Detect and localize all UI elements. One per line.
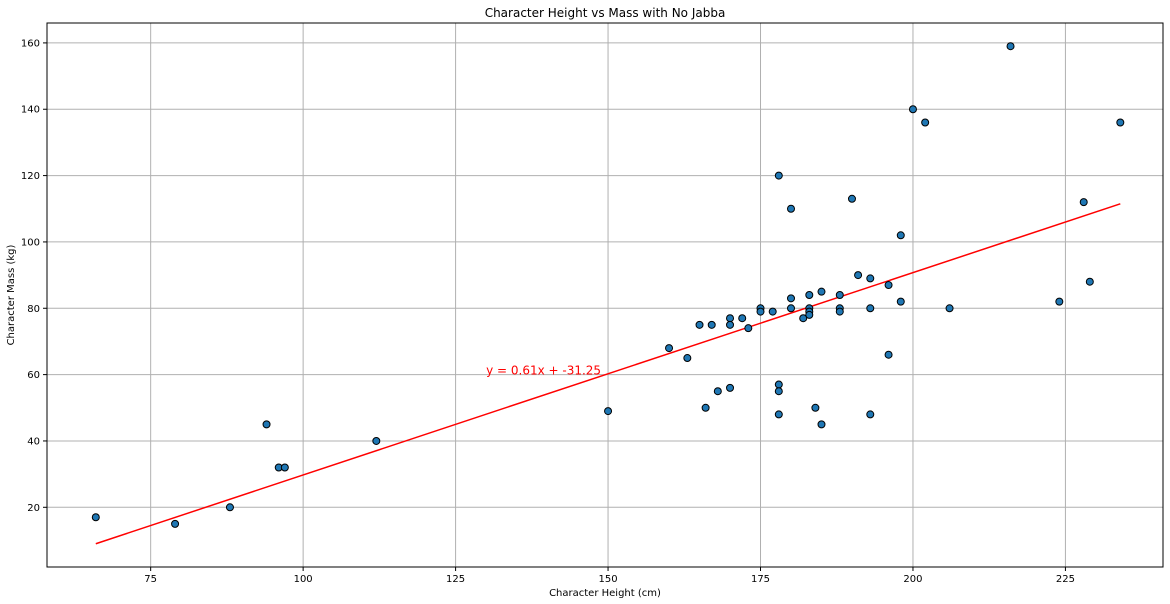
data-point: [884, 350, 893, 359]
data-point: [665, 344, 674, 353]
data-point: [756, 307, 765, 316]
data-point: [866, 410, 875, 419]
data-point: [1006, 42, 1015, 51]
y-tick-label: 60: [27, 370, 40, 381]
data-point: [787, 204, 795, 213]
data-point: [604, 407, 613, 416]
data-point: [805, 310, 814, 319]
data-point: [91, 513, 100, 522]
data-point: [707, 320, 716, 329]
data-point: [701, 403, 710, 412]
y-tick-label: 140: [21, 105, 40, 116]
data-point: [695, 320, 704, 329]
data-point: [774, 380, 783, 389]
data-point: [225, 503, 234, 512]
data-point: [921, 118, 930, 127]
x-tick-label: 75: [144, 574, 157, 585]
data-point: [774, 410, 783, 419]
y-tick-label: 120: [21, 171, 40, 182]
regression-layer: [95, 203, 1121, 545]
x-tick-label: 200: [903, 574, 922, 585]
data-point: [744, 324, 753, 333]
data-point: [1079, 198, 1088, 207]
data-point: [866, 304, 875, 313]
data-point: [787, 294, 795, 303]
data-point: [854, 271, 863, 280]
points-layer: [91, 42, 1125, 528]
data-point: [945, 304, 954, 313]
data-point: [280, 463, 289, 472]
y-tick-label: 100: [21, 237, 40, 248]
data-point: [683, 354, 692, 363]
y-axis-label: Character Mass (kg): [6, 244, 17, 345]
data-point: [787, 304, 795, 313]
data-point: [713, 387, 722, 396]
data-point: [262, 420, 271, 429]
data-point: [817, 287, 826, 296]
data-point: [1116, 118, 1125, 127]
data-point: [171, 519, 180, 528]
data-point: [896, 231, 905, 240]
data-point: [817, 420, 826, 429]
data-point: [372, 436, 381, 445]
data-point: [835, 291, 844, 299]
data-point: [768, 307, 777, 316]
data-point: [726, 320, 735, 329]
data-point: [908, 105, 917, 114]
y-tick-label: 80: [27, 304, 40, 315]
x-axis-label: Character Height (cm): [549, 588, 661, 599]
data-point: [738, 314, 747, 323]
x-tick-label: 150: [599, 574, 618, 585]
y-tick-label: 20: [27, 503, 40, 514]
x-tick-label: 175: [751, 574, 770, 585]
x-tick-label: 125: [446, 574, 465, 585]
regression-line: [95, 203, 1121, 545]
regression-equation-label: y = 0.61x + -31.25: [486, 364, 601, 378]
data-point: [896, 297, 905, 306]
data-point: [774, 171, 783, 180]
data-point: [884, 281, 893, 290]
grid: [47, 23, 1163, 567]
data-point: [811, 403, 820, 412]
data-point: [726, 314, 735, 323]
chart-title: Character Height vs Mass with No Jabba: [485, 6, 726, 20]
data-point: [1085, 277, 1094, 286]
data-point: [866, 274, 875, 283]
x-tick-label: 225: [1056, 574, 1075, 585]
data-point: [847, 194, 856, 203]
plot-frame: [46, 22, 1164, 568]
y-tick-label: 160: [21, 38, 40, 49]
data-point: [835, 307, 844, 316]
data-point: [805, 291, 814, 299]
y-tick-label: 40: [27, 436, 40, 447]
y-axis-ticks: 20 40 60 80 100 120 140 160: [21, 38, 47, 514]
data-point: [726, 383, 735, 392]
data-point: [774, 387, 783, 396]
data-point: [1055, 297, 1064, 306]
data-point: [799, 314, 808, 323]
x-tick-label: 100: [294, 574, 313, 585]
x-axis-ticks: 75 100 125 150 175 200 225: [144, 567, 1075, 585]
